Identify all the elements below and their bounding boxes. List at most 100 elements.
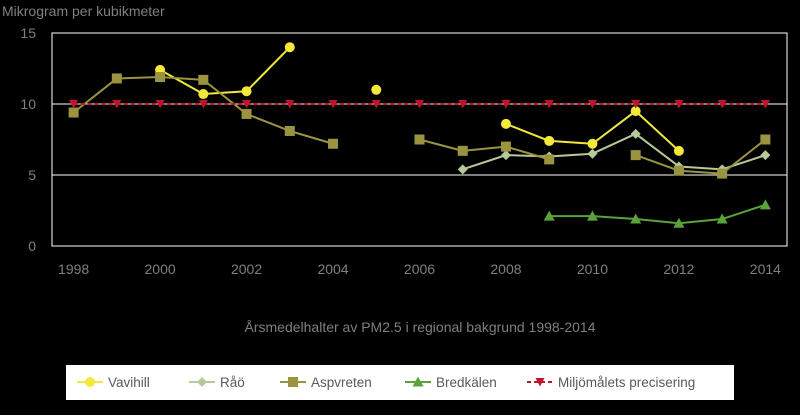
data-point: [630, 128, 641, 139]
series-line-segment: [678, 218, 723, 225]
data-point: [586, 210, 598, 221]
data-point: [587, 138, 598, 149]
data-point: [760, 100, 770, 109]
data-point: [717, 100, 727, 109]
data-point: [284, 42, 295, 53]
data-point: [198, 100, 208, 109]
data-point: [630, 106, 641, 117]
legend-marker: [288, 377, 298, 387]
data-point: [457, 164, 468, 175]
x-tick-label: 2004: [317, 261, 348, 277]
data-point: [759, 199, 771, 210]
data-point: [458, 100, 468, 109]
data-point: [500, 141, 511, 152]
data-point: [544, 100, 554, 109]
data-point: [371, 100, 381, 109]
data-point: [587, 100, 597, 109]
legend-marker: [412, 376, 424, 387]
data-point: [457, 145, 468, 156]
x-tick-label: 2002: [231, 261, 262, 277]
series-line-segment: [72, 77, 118, 114]
data-point: [716, 213, 728, 224]
legend-label: Råö: [220, 375, 245, 390]
legend-item: Vavihill: [77, 375, 150, 390]
data-point: [674, 100, 684, 109]
data-point: [242, 100, 252, 109]
x-tick-label: 2014: [750, 261, 781, 277]
data-point: [673, 145, 684, 156]
series-line-segment: [246, 113, 291, 132]
series-line-segment: [505, 154, 550, 158]
data-point: [284, 125, 295, 136]
series-line-segment: [635, 218, 680, 225]
series-line-segment: [592, 215, 636, 221]
data-point: [630, 150, 641, 161]
legend-label: Vavihill: [108, 375, 150, 390]
data-point: [543, 210, 555, 221]
series-line-segment: [591, 110, 637, 145]
y-axis-ticks: 0 5 10 15: [20, 25, 36, 254]
series-line-segment: [721, 203, 766, 220]
series-line-segment: [634, 110, 680, 152]
data-point: [673, 217, 685, 228]
data-point: [501, 100, 511, 109]
legend-item: Råö: [189, 375, 245, 390]
data-point: [155, 72, 166, 83]
series-line-segment: [678, 165, 723, 171]
legend-item: Aspvreten: [280, 375, 372, 390]
data-point: [673, 165, 684, 176]
data-point: [198, 74, 209, 85]
x-tick-label: 2008: [490, 261, 521, 277]
series-line-segment: [160, 76, 204, 81]
data-point: [544, 154, 555, 165]
legend-marker: [85, 377, 95, 387]
y-tick-label: 5: [28, 167, 36, 183]
legend-label: Miljömålets precisering: [558, 375, 695, 390]
series-line-segment: [505, 145, 550, 161]
x-tick-label: 2012: [663, 261, 694, 277]
legend-item: Miljömålets precisering: [527, 375, 695, 390]
data-point: [155, 100, 165, 109]
data-point: [69, 100, 79, 109]
data-point: [760, 134, 771, 145]
series-line-segment: [289, 130, 334, 145]
data-point: [285, 100, 295, 109]
series-line-segment: [505, 122, 550, 142]
data-point: [328, 138, 339, 149]
series-line-segment: [462, 154, 507, 171]
y-tick-label: 0: [28, 238, 36, 254]
data-point: [717, 168, 728, 179]
data-point: [241, 108, 252, 119]
series-line-segment: [721, 138, 767, 175]
y-tick-label: 10: [20, 96, 36, 112]
data-point: [760, 150, 771, 161]
legend-marker: [197, 377, 207, 387]
data-point: [371, 84, 382, 95]
series-line-segment: [419, 138, 463, 152]
series-3: [543, 199, 771, 228]
data-point: [241, 86, 252, 97]
data-point: [415, 100, 424, 109]
data-point: [328, 100, 338, 109]
series-line-segment: [202, 79, 248, 115]
data-point: [630, 213, 642, 224]
data-point: [544, 135, 555, 146]
data-point: [500, 118, 511, 129]
series-4: [69, 100, 770, 109]
data-point: [111, 73, 122, 84]
y-axis-title: Mikrogram per kubikmeter: [2, 3, 165, 19]
series-line-segment: [678, 169, 723, 175]
series-line-segment: [635, 133, 680, 168]
legend-label: Aspvreten: [311, 375, 372, 390]
series-line-segment: [549, 152, 593, 158]
data-point: [414, 134, 425, 145]
legend-box: [66, 365, 734, 400]
x-tick-label: 2000: [145, 261, 176, 277]
data-point: [631, 100, 641, 109]
legend-label: Bredkälen: [436, 375, 497, 390]
data-point: [68, 107, 79, 118]
x-axis-title: Årsmedelhalter av PM2.5 i regional bakgr…: [245, 319, 596, 335]
data-point: [198, 89, 209, 100]
series-line-segment: [635, 154, 680, 172]
series-line-segment: [203, 90, 247, 96]
